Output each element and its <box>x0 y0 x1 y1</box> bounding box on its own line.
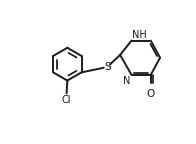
Text: NH: NH <box>132 30 147 40</box>
Text: O: O <box>147 89 155 99</box>
Text: Cl: Cl <box>62 95 71 105</box>
Text: S: S <box>104 62 111 72</box>
Text: N: N <box>123 76 131 86</box>
